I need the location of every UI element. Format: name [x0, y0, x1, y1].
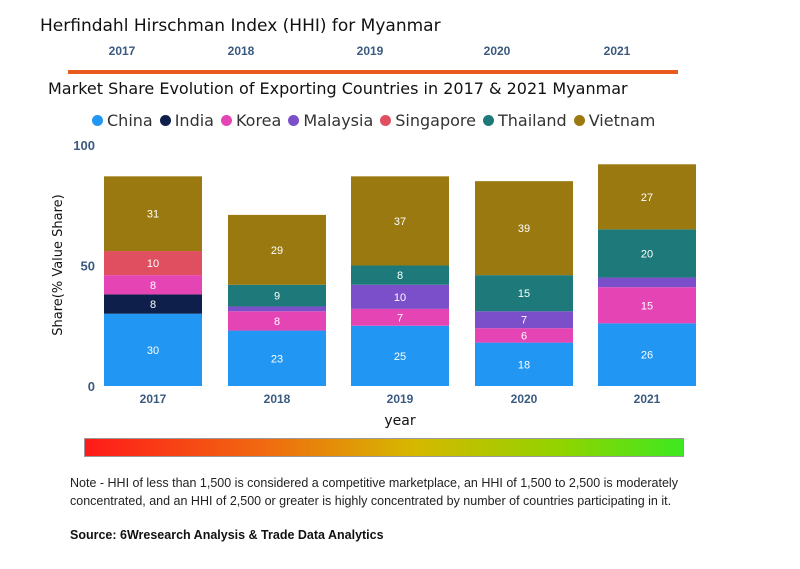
bar-segment-china-2018 [228, 330, 326, 386]
data-label: 7 [397, 312, 403, 324]
legend-swatch [220, 115, 232, 126]
legend-item-china: China [92, 111, 153, 130]
data-label: 9 [274, 291, 280, 303]
data-label: 23 [271, 353, 283, 365]
stacked-bar-chart: 0 50 100 Share(% Value Share) 30 8 8 10 31 2017 23… [51, 138, 696, 429]
data-label: 15 [641, 300, 653, 312]
bar-segment-korea-2020 [475, 328, 573, 343]
bar-segment-vietnam-2019 [351, 176, 449, 266]
bar-segment-china-2017 [104, 313, 202, 386]
legend-item-malaysia: Malaysia [288, 111, 373, 130]
bar-segment-thailand-2019 [351, 265, 449, 285]
data-label: 20 [641, 248, 653, 260]
data-label: 30 [147, 345, 159, 357]
legend-item-korea: Korea [220, 111, 282, 130]
x-tick-label-2020: 2020 [511, 392, 538, 406]
hhi-line [68, 70, 678, 74]
hhi-year-2020: 2020 [483, 44, 511, 58]
bar-segment-india-2017 [104, 294, 202, 314]
bar-segment-vietnam-2018 [228, 214, 326, 285]
bar-segment-china-2019 [351, 325, 449, 386]
data-label: 10 [394, 292, 406, 304]
data-label: 26 [641, 350, 653, 362]
legend-swatch [92, 115, 103, 126]
data-label: 18 [518, 359, 530, 371]
legend-item-vietnam: Vietnam [573, 111, 656, 130]
legend-swatch [573, 115, 585, 126]
data-label: 10 [147, 258, 159, 270]
legend-label: India [174, 111, 214, 130]
chart-legend: China India Korea Malaysia Singapore Thailand… [92, 111, 655, 130]
y-tick-label: 100 [73, 138, 95, 153]
y-axis-label: Share(% Value Share) [51, 194, 66, 336]
bar-segment-thailand-2018 [228, 284, 326, 307]
hhi-years-row: 2017 2018 2019 2020 2021 [0, 44, 800, 64]
x-tick-label-2021: 2021 [634, 392, 661, 406]
bar-segment-malaysia-2020 [475, 311, 573, 329]
legend-swatch [159, 115, 171, 126]
bar-segment-thailand-2020 [475, 275, 573, 312]
data-label: 29 [271, 245, 283, 257]
bar-segment-malaysia-2019 [351, 284, 449, 309]
hhi-year-2017: 2017 [108, 44, 136, 58]
legend-label: Korea [235, 111, 282, 130]
bar-segment-vietnam-2017 [104, 176, 202, 252]
legend-item-india: India [159, 111, 214, 130]
data-label: 39 [518, 223, 530, 235]
y-tick-label: 50 [81, 259, 95, 274]
bar-segment-vietnam-2021 [598, 164, 696, 230]
bar-segment-china-2020 [475, 342, 573, 386]
legend-item-thailand: Thailand [482, 111, 567, 130]
bar-segment-singapore-2017 [104, 251, 202, 276]
legend-label: Thailand [497, 111, 567, 130]
data-label: 27 [641, 192, 653, 204]
chart-title: Market Share Evolution of Exporting Coun… [48, 79, 628, 98]
bar-segment-malaysia-2018 [228, 306, 326, 312]
hhi-gradient-scale [84, 438, 684, 457]
bar-segment-malaysia-2021 [598, 277, 696, 288]
data-label: 8 [274, 316, 280, 328]
hhi-title: Herfindahl Hirschman Index (HHI) for Mya… [40, 16, 441, 36]
x-tick-label-2018: 2018 [264, 392, 291, 406]
data-label: 37 [394, 216, 406, 228]
bar-segment-korea-2021 [598, 287, 696, 324]
x-tick-label-2017: 2017 [140, 392, 167, 406]
bar-segment-china-2021 [598, 323, 696, 386]
source-text: Source: 6Wresearch Analysis & Trade Data… [70, 528, 384, 542]
legend-label: Malaysia [303, 111, 374, 130]
legend-swatch [288, 115, 300, 126]
data-label: 8 [150, 280, 156, 292]
legend-label: China [107, 111, 153, 130]
legend-swatch [380, 115, 392, 126]
data-label: 8 [150, 299, 156, 311]
x-axis-label: year [384, 413, 415, 429]
data-label: 31 [147, 209, 159, 221]
hhi-year-2018: 2018 [227, 44, 255, 58]
legend-label: Singapore [395, 111, 476, 130]
bar-segment-korea-2018 [228, 311, 326, 331]
data-label: 25 [394, 351, 406, 363]
data-label: 15 [518, 288, 530, 300]
legend-label: Vietnam [588, 111, 656, 130]
bar-segment-korea-2019 [351, 308, 449, 326]
legend-item-singapore: Singapore [380, 111, 476, 130]
bar-segment-thailand-2021 [598, 229, 696, 278]
hhi-year-2019: 2019 [356, 44, 384, 58]
legend-swatch [482, 115, 494, 126]
bar-segment-vietnam-2020 [475, 181, 573, 276]
bar-segment-korea-2017 [104, 275, 202, 295]
data-label: 6 [521, 330, 527, 342]
data-label: 7 [521, 315, 527, 327]
y-tick-label: 0 [88, 379, 95, 394]
x-tick-label-2019: 2019 [387, 392, 414, 406]
data-label: 8 [397, 270, 403, 282]
note-text: Note - HHI of less than 1,500 is conside… [70, 476, 678, 508]
hhi-year-2021: 2021 [603, 44, 631, 58]
